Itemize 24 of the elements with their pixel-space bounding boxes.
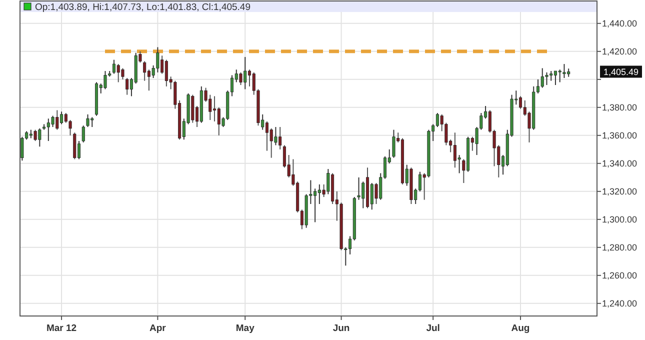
x-tick-label: Mar 12: [46, 323, 77, 334]
x-tick-label: May: [236, 323, 256, 334]
y-tick-label: 1,380.00: [602, 102, 638, 113]
y-tick-label: 1,420.00: [602, 46, 638, 57]
candlestick: [392, 129, 396, 158]
y-tick-label: 1,280.00: [602, 242, 638, 253]
x-tick-label: Apr: [150, 323, 166, 334]
y-tick-label: 1,320.00: [602, 186, 638, 197]
y-tick-label: 1,440.00: [602, 18, 638, 29]
text: 1,405.49: [603, 66, 639, 77]
annotation: Op:1,403.89, Hi:1,407.73, Lo:1,401.83, Cl:1,405.49: [35, 2, 250, 13]
y-tick-label: 1,300.00: [602, 214, 638, 225]
y-tick-label: 1,360.00: [602, 130, 638, 141]
y-tick-label: 1,340.00: [602, 158, 638, 169]
candlestick: [82, 125, 85, 143]
candlestick: [126, 78, 129, 96]
y-tick-label: 1,240.00: [602, 298, 638, 309]
x-tick-label: Jun: [332, 323, 350, 334]
x-tick-label: Aug: [511, 323, 530, 334]
x-tick-label: Jul: [426, 323, 440, 334]
y-tick-label: 1,260.00: [602, 270, 638, 281]
candlestick: [20, 136, 24, 162]
candlestick: [73, 132, 76, 160]
candlestick: [143, 60, 146, 82]
